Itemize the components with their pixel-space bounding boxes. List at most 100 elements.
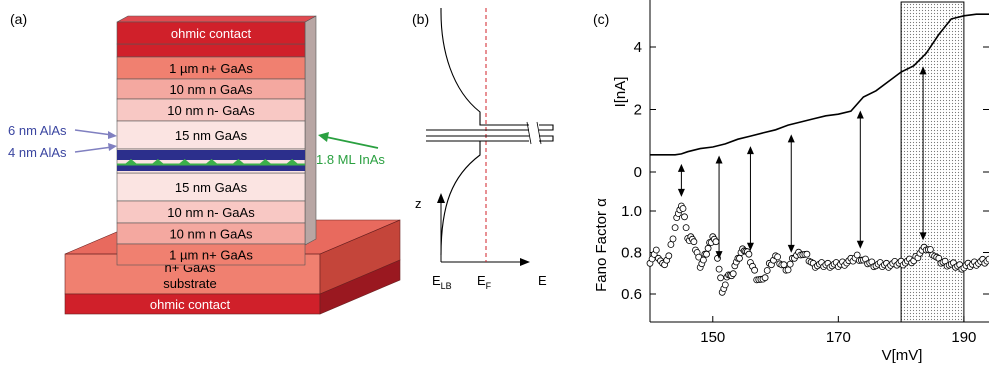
- stack-side-face: [304, 15, 317, 246]
- peak-arrowhead-up-icon: [787, 134, 795, 143]
- x-tick-label-170: 170: [826, 329, 851, 346]
- peak-arrowhead-down-icon: [856, 240, 864, 249]
- layer-stack: ohmic contact 1 µm n+ GaAs 10 nm n GaAs 10 …: [116, 15, 317, 266]
- layer-label-4: 15 nm GaAs: [175, 128, 248, 143]
- fano-point: [682, 224, 690, 232]
- fano-point: [717, 274, 724, 282]
- break-mark-2: [536, 121, 542, 145]
- panel-c-label: (c): [593, 11, 609, 27]
- layer-8: [116, 243, 306, 266]
- current-series-line: [650, 13, 989, 156]
- fano-point: [665, 252, 673, 260]
- current-y-label: I[nA]: [612, 77, 629, 108]
- fano-tick-label-0.8: 0.8: [621, 245, 642, 262]
- layer-0: [116, 21, 306, 45]
- current-tick-label-2: 2: [634, 102, 642, 119]
- fano-point: [715, 265, 723, 273]
- callout-arrowhead-inas-icon: [318, 132, 329, 142]
- callout-arrow-inas: [325, 136, 379, 149]
- layer-label-6: 10 nm n- GaAs: [167, 205, 255, 220]
- fano-point: [729, 270, 737, 278]
- fano-tick-label-0.6: 0.6: [621, 286, 642, 303]
- shaded-region: [900, 1, 965, 323]
- fano-point: [774, 253, 781, 261]
- fano-point: [985, 255, 989, 263]
- fano-point: [712, 238, 720, 246]
- band-edge-top: [426, 8, 554, 131]
- fano-point: [751, 266, 758, 274]
- panel-b-label: (b): [412, 11, 429, 27]
- well-break: [529, 122, 539, 144]
- peak-arrowhead-up-icon: [677, 163, 685, 172]
- fano-point: [763, 267, 771, 274]
- fano-point: [667, 241, 675, 248]
- elb-label: ELB: [432, 273, 452, 291]
- fano-point: [690, 238, 698, 246]
- x-axis-label: V[mV]: [882, 347, 923, 364]
- fano-point: [681, 213, 688, 221]
- contact-lower-band: [116, 43, 306, 58]
- peak-arrowhead-up-icon: [856, 110, 864, 119]
- axis-e-label: E: [538, 273, 547, 288]
- peak-arrowhead-down-icon: [919, 232, 927, 241]
- ef-label: EF: [477, 273, 492, 291]
- fano-point: [671, 224, 679, 232]
- layer-label-0: ohmic contact: [171, 26, 252, 41]
- alas-barrier-top: [117, 150, 305, 160]
- chart-panel-c: 0 2 4 0.6 0.8 1.0 150 170 190: [621, 0, 989, 346]
- peak-arrowhead-up-icon: [715, 155, 723, 164]
- layer-label-1: 1 µm n+ GaAs: [169, 61, 253, 76]
- quantum-well-lines: [426, 135, 554, 142]
- callout-4nm-alas: 4 nm AlAs: [8, 145, 67, 160]
- layer-5: [116, 172, 306, 202]
- fano-point: [784, 266, 792, 274]
- fano-tick-label-1: 1.0: [621, 203, 642, 220]
- x-tick-label-150: 150: [700, 329, 725, 346]
- bottom-contact-label: ohmic contact: [150, 297, 231, 312]
- fano-point: [745, 250, 753, 258]
- stack-top-face: [116, 15, 317, 23]
- layer-4: [116, 120, 306, 150]
- fano-point: [761, 274, 769, 282]
- fano-point: [736, 254, 743, 262]
- callout-arrow-6nm: [74, 129, 113, 136]
- fano-point: [652, 246, 660, 254]
- fano-point: [803, 250, 811, 258]
- current-tick-label-4: 4: [634, 39, 642, 56]
- callout-6nm-alas: 6 nm AlAs: [8, 123, 67, 138]
- z-axis-arrow-icon: [437, 193, 445, 203]
- band-edge-bottom: [440, 141, 481, 256]
- callout-arrowhead-6nm-icon: [108, 131, 117, 139]
- x-tick-label-190: 190: [951, 329, 976, 346]
- peak-arrowhead-down-icon: [787, 244, 795, 253]
- substrate-label-line2: substrate: [163, 276, 216, 291]
- layer-label-3: 10 nm n- GaAs: [167, 103, 255, 118]
- inas-dots-layer: [117, 159, 305, 165]
- peak-arrowhead-down-icon: [746, 242, 754, 251]
- callout-inas: 1.8 ML InAs: [316, 152, 385, 167]
- fano-point: [669, 235, 677, 243]
- fano-point: [786, 260, 794, 268]
- fano-point: [679, 205, 687, 212]
- layer-label-8: 1 µm n+ GaAs: [169, 248, 253, 263]
- panel-a-label: (a): [10, 11, 27, 27]
- peak-arrowhead-up-icon: [746, 146, 754, 155]
- peak-arrowhead-down-icon: [715, 251, 723, 260]
- fano-point: [700, 256, 707, 264]
- layer-label-5: 15 nm GaAs: [175, 180, 248, 195]
- fano-point: [703, 250, 710, 258]
- current-tick-label-0: 0: [634, 164, 642, 181]
- peak-arrowhead-up-icon: [919, 66, 927, 75]
- callout-arrow-4nm: [74, 146, 113, 153]
- band-diagram: [426, 8, 554, 266]
- fano-point: [721, 281, 729, 289]
- fano-y-label: Fano Factor α: [593, 198, 610, 292]
- peak-arrowhead-down-icon: [677, 188, 685, 197]
- layer-label-7: 10 nm n GaAs: [169, 227, 253, 242]
- axis-z-label: z: [415, 196, 422, 211]
- alas-barrier-bottom: [117, 165, 305, 171]
- fano-point: [704, 244, 712, 252]
- break-mark-1: [526, 121, 532, 145]
- e-axis-arrow-icon: [520, 258, 530, 266]
